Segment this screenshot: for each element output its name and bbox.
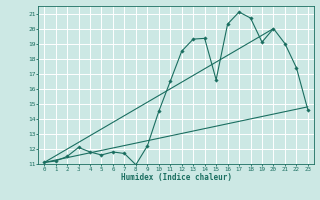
- X-axis label: Humidex (Indice chaleur): Humidex (Indice chaleur): [121, 173, 231, 182]
